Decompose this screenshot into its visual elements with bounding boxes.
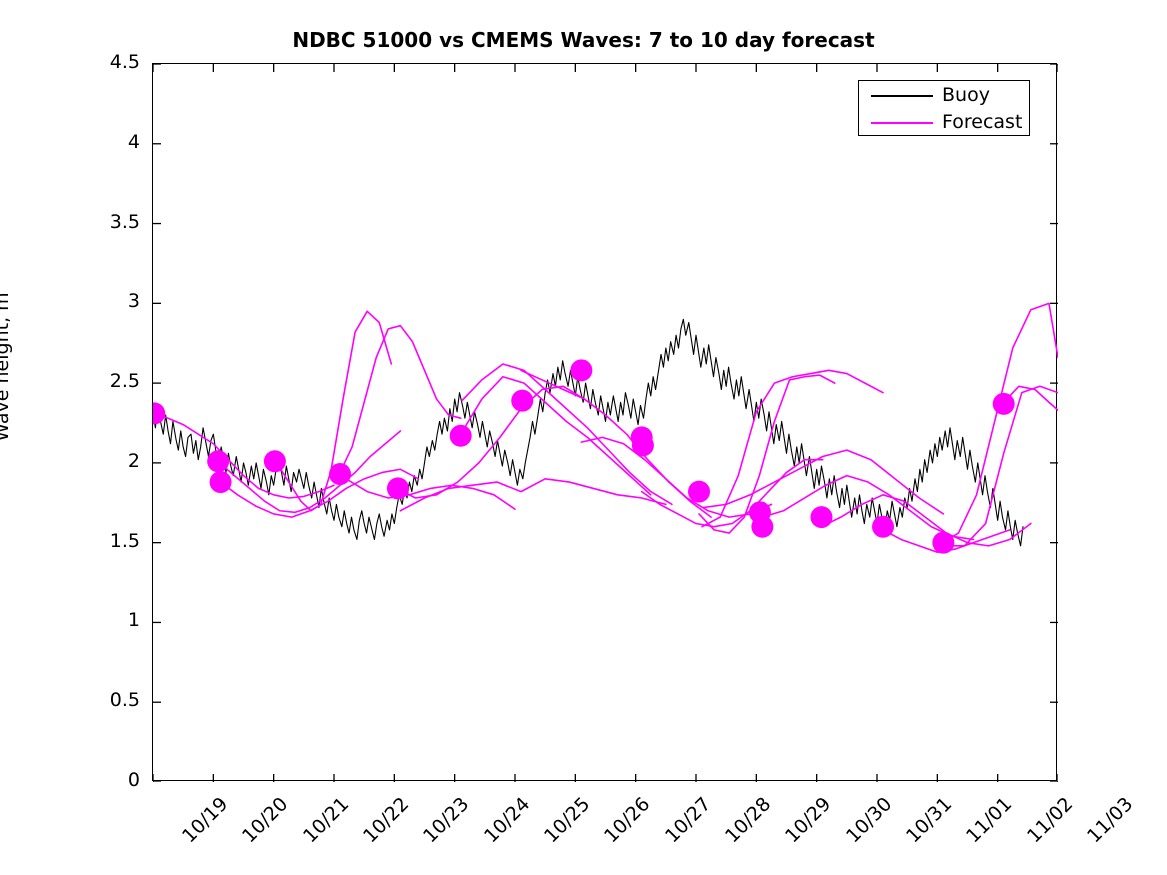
y-tick-label: 4.5 [109,51,140,73]
forecast-series-line [698,374,836,534]
forecast-start-marker [992,392,1015,415]
x-tick-label: 10/25 [540,793,595,848]
x-tick-label: 10/27 [660,793,715,848]
forecast-series-line [339,324,462,474]
y-tick-label: 1 [127,609,140,632]
legend-item[interactable]: Forecast [859,109,1029,136]
forecast-series-line [701,369,884,528]
forecast-series-line [820,493,1032,547]
legend: Buoy Forecast [858,80,1030,136]
forecast-start-marker [386,477,409,500]
forecast-start-marker [932,531,955,554]
forecast-series-line [218,430,402,514]
forecast-start-marker [872,515,895,538]
forecast-series-line [461,363,673,506]
x-tick-label: 10/23 [419,793,474,848]
forecast-series-line [640,458,824,528]
legend-line-icon [871,121,933,124]
y-tick-label: 2 [127,449,140,472]
forecast-start-marker [511,389,534,412]
forecast-start-marker [263,450,286,473]
forecast-start-marker [329,463,352,486]
x-tick-label: 10/19 [178,793,233,848]
x-tick-label: 11/02 [1022,793,1077,848]
x-tick-label: 10/30 [841,793,896,848]
forecast-series-line [153,412,335,499]
forecast-start-marker [631,434,654,457]
x-tick-label: 10/22 [359,793,414,848]
y-tick-label: 1.5 [109,529,140,552]
forecast-start-marker [570,359,593,382]
x-tick-label: 11/01 [962,793,1017,848]
y-tick-label: 3.5 [109,210,140,233]
forecast-start-marker [449,424,472,447]
forecast-series-line [459,375,652,496]
x-tick-label: 10/21 [298,793,353,848]
x-tick-label: 10/28 [721,793,776,848]
forecast-start-marker [209,471,232,494]
x-tick-label: 10/20 [238,793,293,848]
y-axis-label: Wave height, m [0,292,13,442]
y-tick-label: 2.5 [109,370,140,393]
x-tick-label: 10/26 [600,793,655,848]
plot-canvas [153,64,1058,782]
forecast-start-marker [688,480,711,503]
forecast-series-line [941,302,1058,544]
forecast-series-line [761,474,975,541]
x-tick-label: 11/03 [1083,793,1138,848]
legend-item[interactable]: Buoy [859,82,1029,109]
page-title: NDBC 51000 vs CMEMS Waves: 7 to 10 day f… [292,28,875,52]
forecast-start-marker [207,450,230,473]
x-tick-label: 10/24 [479,793,534,848]
forecast-series-line [702,449,945,515]
forecast-start-marker [751,515,774,538]
legend-label: Buoy [942,84,990,106]
legend-label: Forecast [942,111,1023,133]
forecast-series-line [399,478,667,512]
legend-line-icon [871,94,933,97]
x-tick-label: 10/31 [902,793,957,848]
forecast-series-line [1001,385,1058,412]
forecast-series-line [580,436,773,518]
y-tick-label: 0 [127,769,140,791]
forecast-start-marker [153,402,166,425]
forecast-series-line [396,385,586,499]
forecast-series-line [345,478,516,510]
y-tick-label: 3 [127,290,140,313]
plot-area [152,63,1058,782]
x-tick-label: 10/29 [781,793,836,848]
forecast-start-marker [810,506,833,529]
y-tick-label: 0.5 [109,689,140,712]
y-tick-label: 4 [127,130,140,153]
